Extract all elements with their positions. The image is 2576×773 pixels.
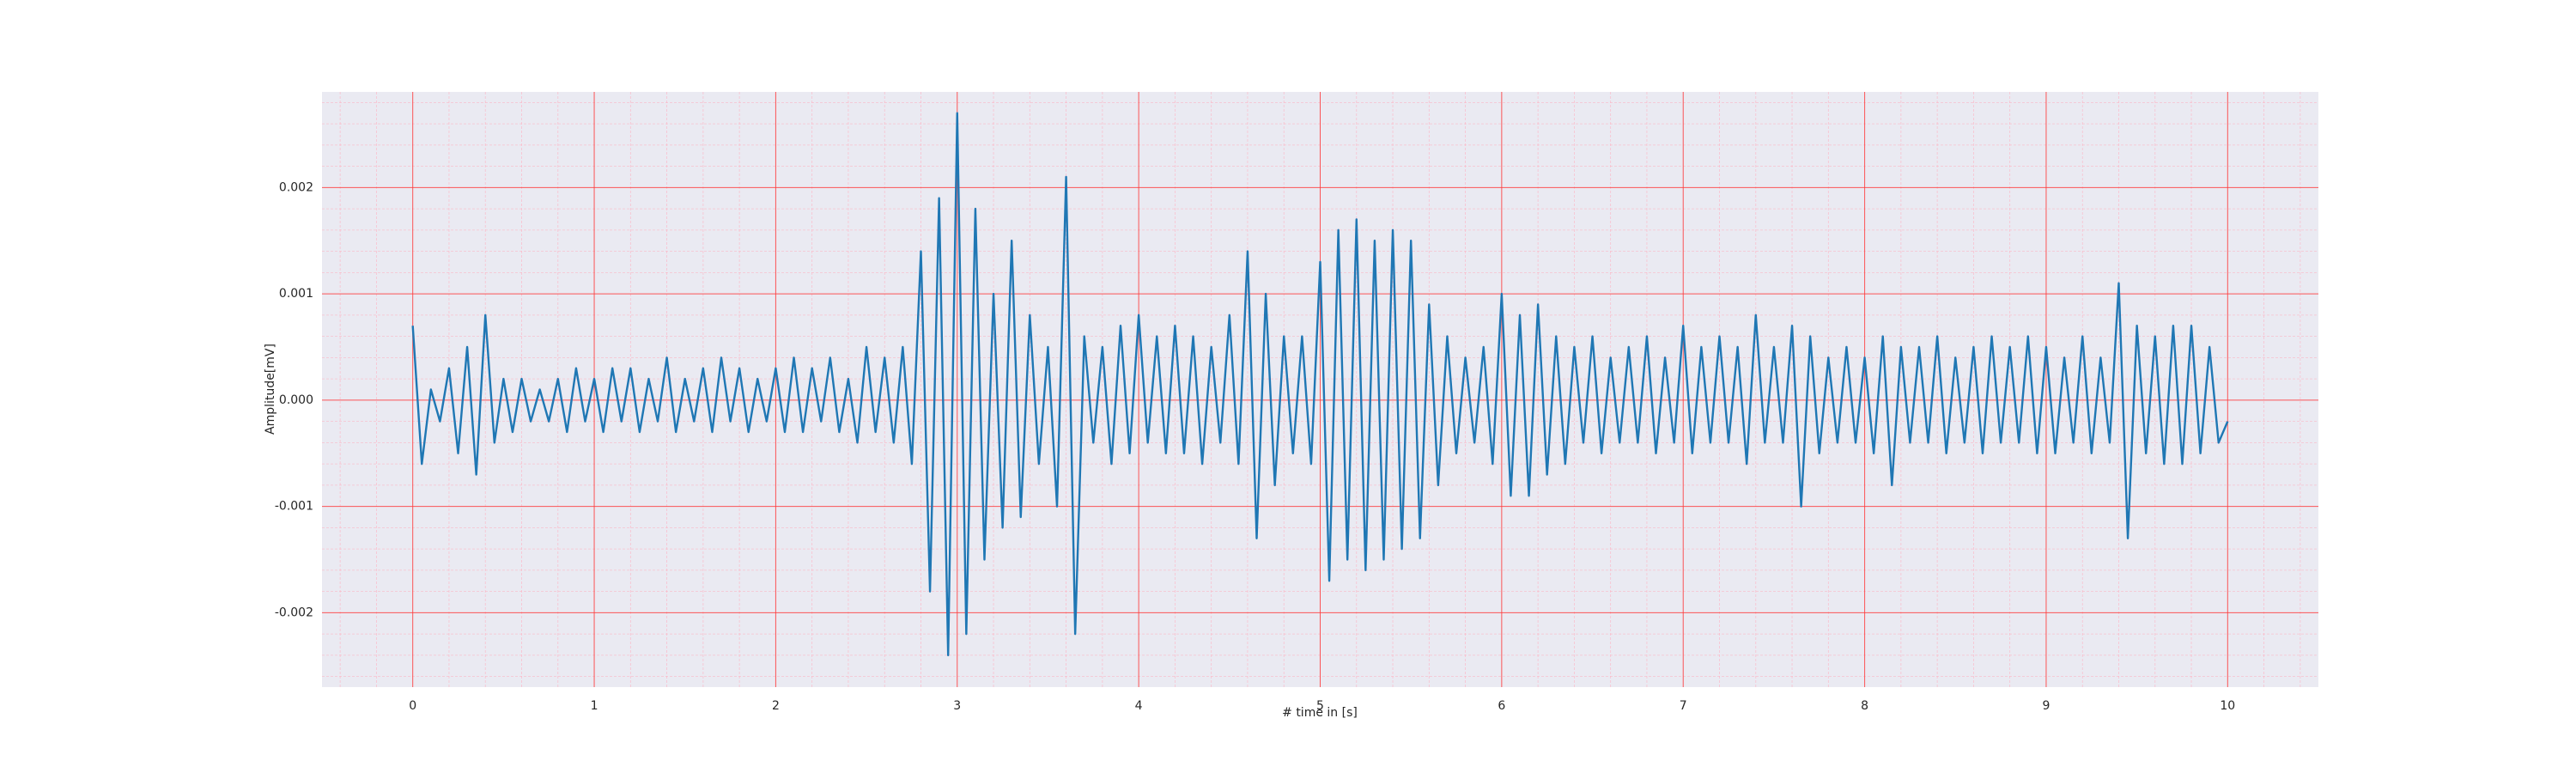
x-tick-label: 10: [2220, 699, 2235, 713]
x-tick-label: 1: [591, 699, 598, 713]
y-tick-label: 0.002: [279, 180, 313, 194]
marks: [411, 112, 2229, 657]
y-tick-label: -0.001: [275, 500, 313, 514]
signal-line: [411, 112, 2229, 657]
y-tick-label: 0.000: [279, 393, 313, 407]
y-tick-label: 0.001: [279, 287, 313, 301]
grid: [322, 92, 2318, 687]
x-tick-label: 5: [1316, 699, 1324, 713]
x-tick-label: 7: [1680, 699, 1687, 713]
y-tick-label: -0.002: [275, 606, 313, 619]
x-tick-label: 3: [953, 699, 961, 713]
x-tick-label: 4: [1135, 699, 1143, 713]
y-axis-label: Amplitude[mV]: [264, 344, 277, 435]
x-tick-label: 2: [772, 699, 780, 713]
x-tick-label: 6: [1498, 699, 1505, 713]
x-tick-label: 9: [2042, 699, 2050, 713]
x-tick-label: 8: [1861, 699, 1868, 713]
x-tick-label: 0: [409, 699, 416, 713]
x-axis-label: # time in [s]: [1282, 706, 1358, 720]
